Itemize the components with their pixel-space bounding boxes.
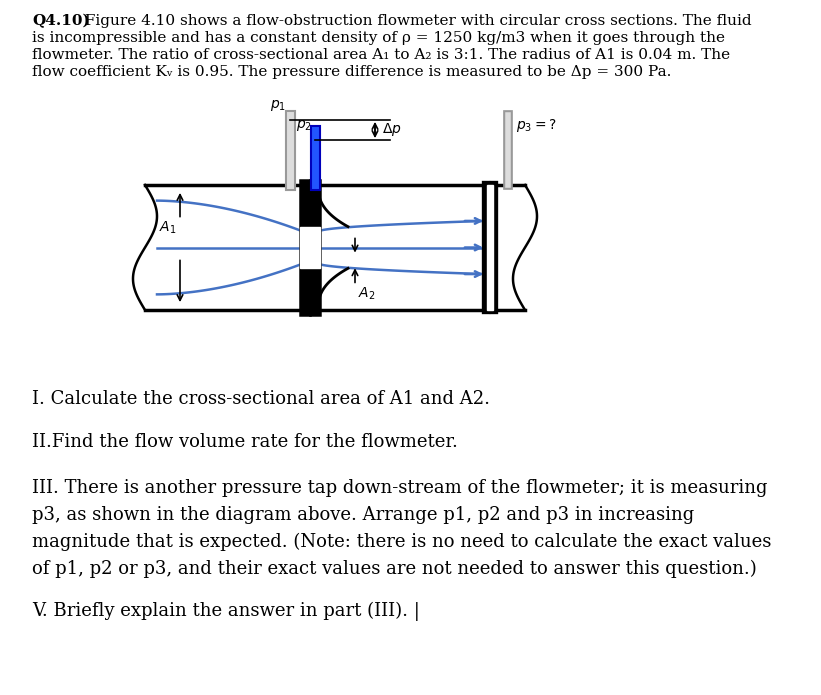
Text: is incompressible and has a constant density of ρ = 1250 kg/m3 when it goes thro: is incompressible and has a constant den… (32, 31, 725, 45)
Text: magnitude that is expected. (Note: there is no need to calculate the exact value: magnitude that is expected. (Note: there… (32, 533, 772, 551)
Text: Figure 4.10 shows a flow-obstruction flowmeter with circular cross sections. The: Figure 4.10 shows a flow-obstruction flo… (80, 14, 751, 28)
Text: III. There is another pressure tap down-stream of the flowmeter; it is measuring: III. There is another pressure tap down-… (32, 479, 768, 497)
Text: I. Calculate the cross-sectional area of A1 and A2.: I. Calculate the cross-sectional area of… (32, 390, 490, 408)
Text: II.Find the flow volume rate for the flowmeter.: II.Find the flow volume rate for the flo… (32, 433, 458, 451)
Bar (487, 185, 493, 310)
Text: flowmeter. The ratio of cross-sectional area A₁ to A₂ is 3:1. The radius of A1 i: flowmeter. The ratio of cross-sectional … (32, 48, 730, 62)
Text: $A_1$: $A_1$ (158, 220, 176, 236)
Text: flow coefficient Kᵥ is 0.95. The pressure difference is measured to be Δp = 300 : flow coefficient Kᵥ is 0.95. The pressur… (32, 65, 672, 79)
Text: Q4.10): Q4.10) (32, 14, 89, 28)
Text: $\Delta p$: $\Delta p$ (382, 122, 401, 138)
Text: $A_2$: $A_2$ (358, 286, 375, 302)
Text: $p_3 =?$: $p_3 =?$ (516, 117, 557, 133)
Text: $p_2$: $p_2$ (296, 118, 312, 133)
Text: $p_1$: $p_1$ (270, 98, 286, 113)
Bar (300, 227, 320, 268)
Text: of p1, p2 or p3, and their exact values are not needed to answer this question.): of p1, p2 or p3, and their exact values … (32, 560, 757, 578)
Text: V. Briefly explain the answer in part (III). |: V. Briefly explain the answer in part (I… (32, 602, 420, 621)
Text: p3, as shown in the diagram above. Arrange p1, p2 and p3 in increasing: p3, as shown in the diagram above. Arran… (32, 506, 695, 524)
